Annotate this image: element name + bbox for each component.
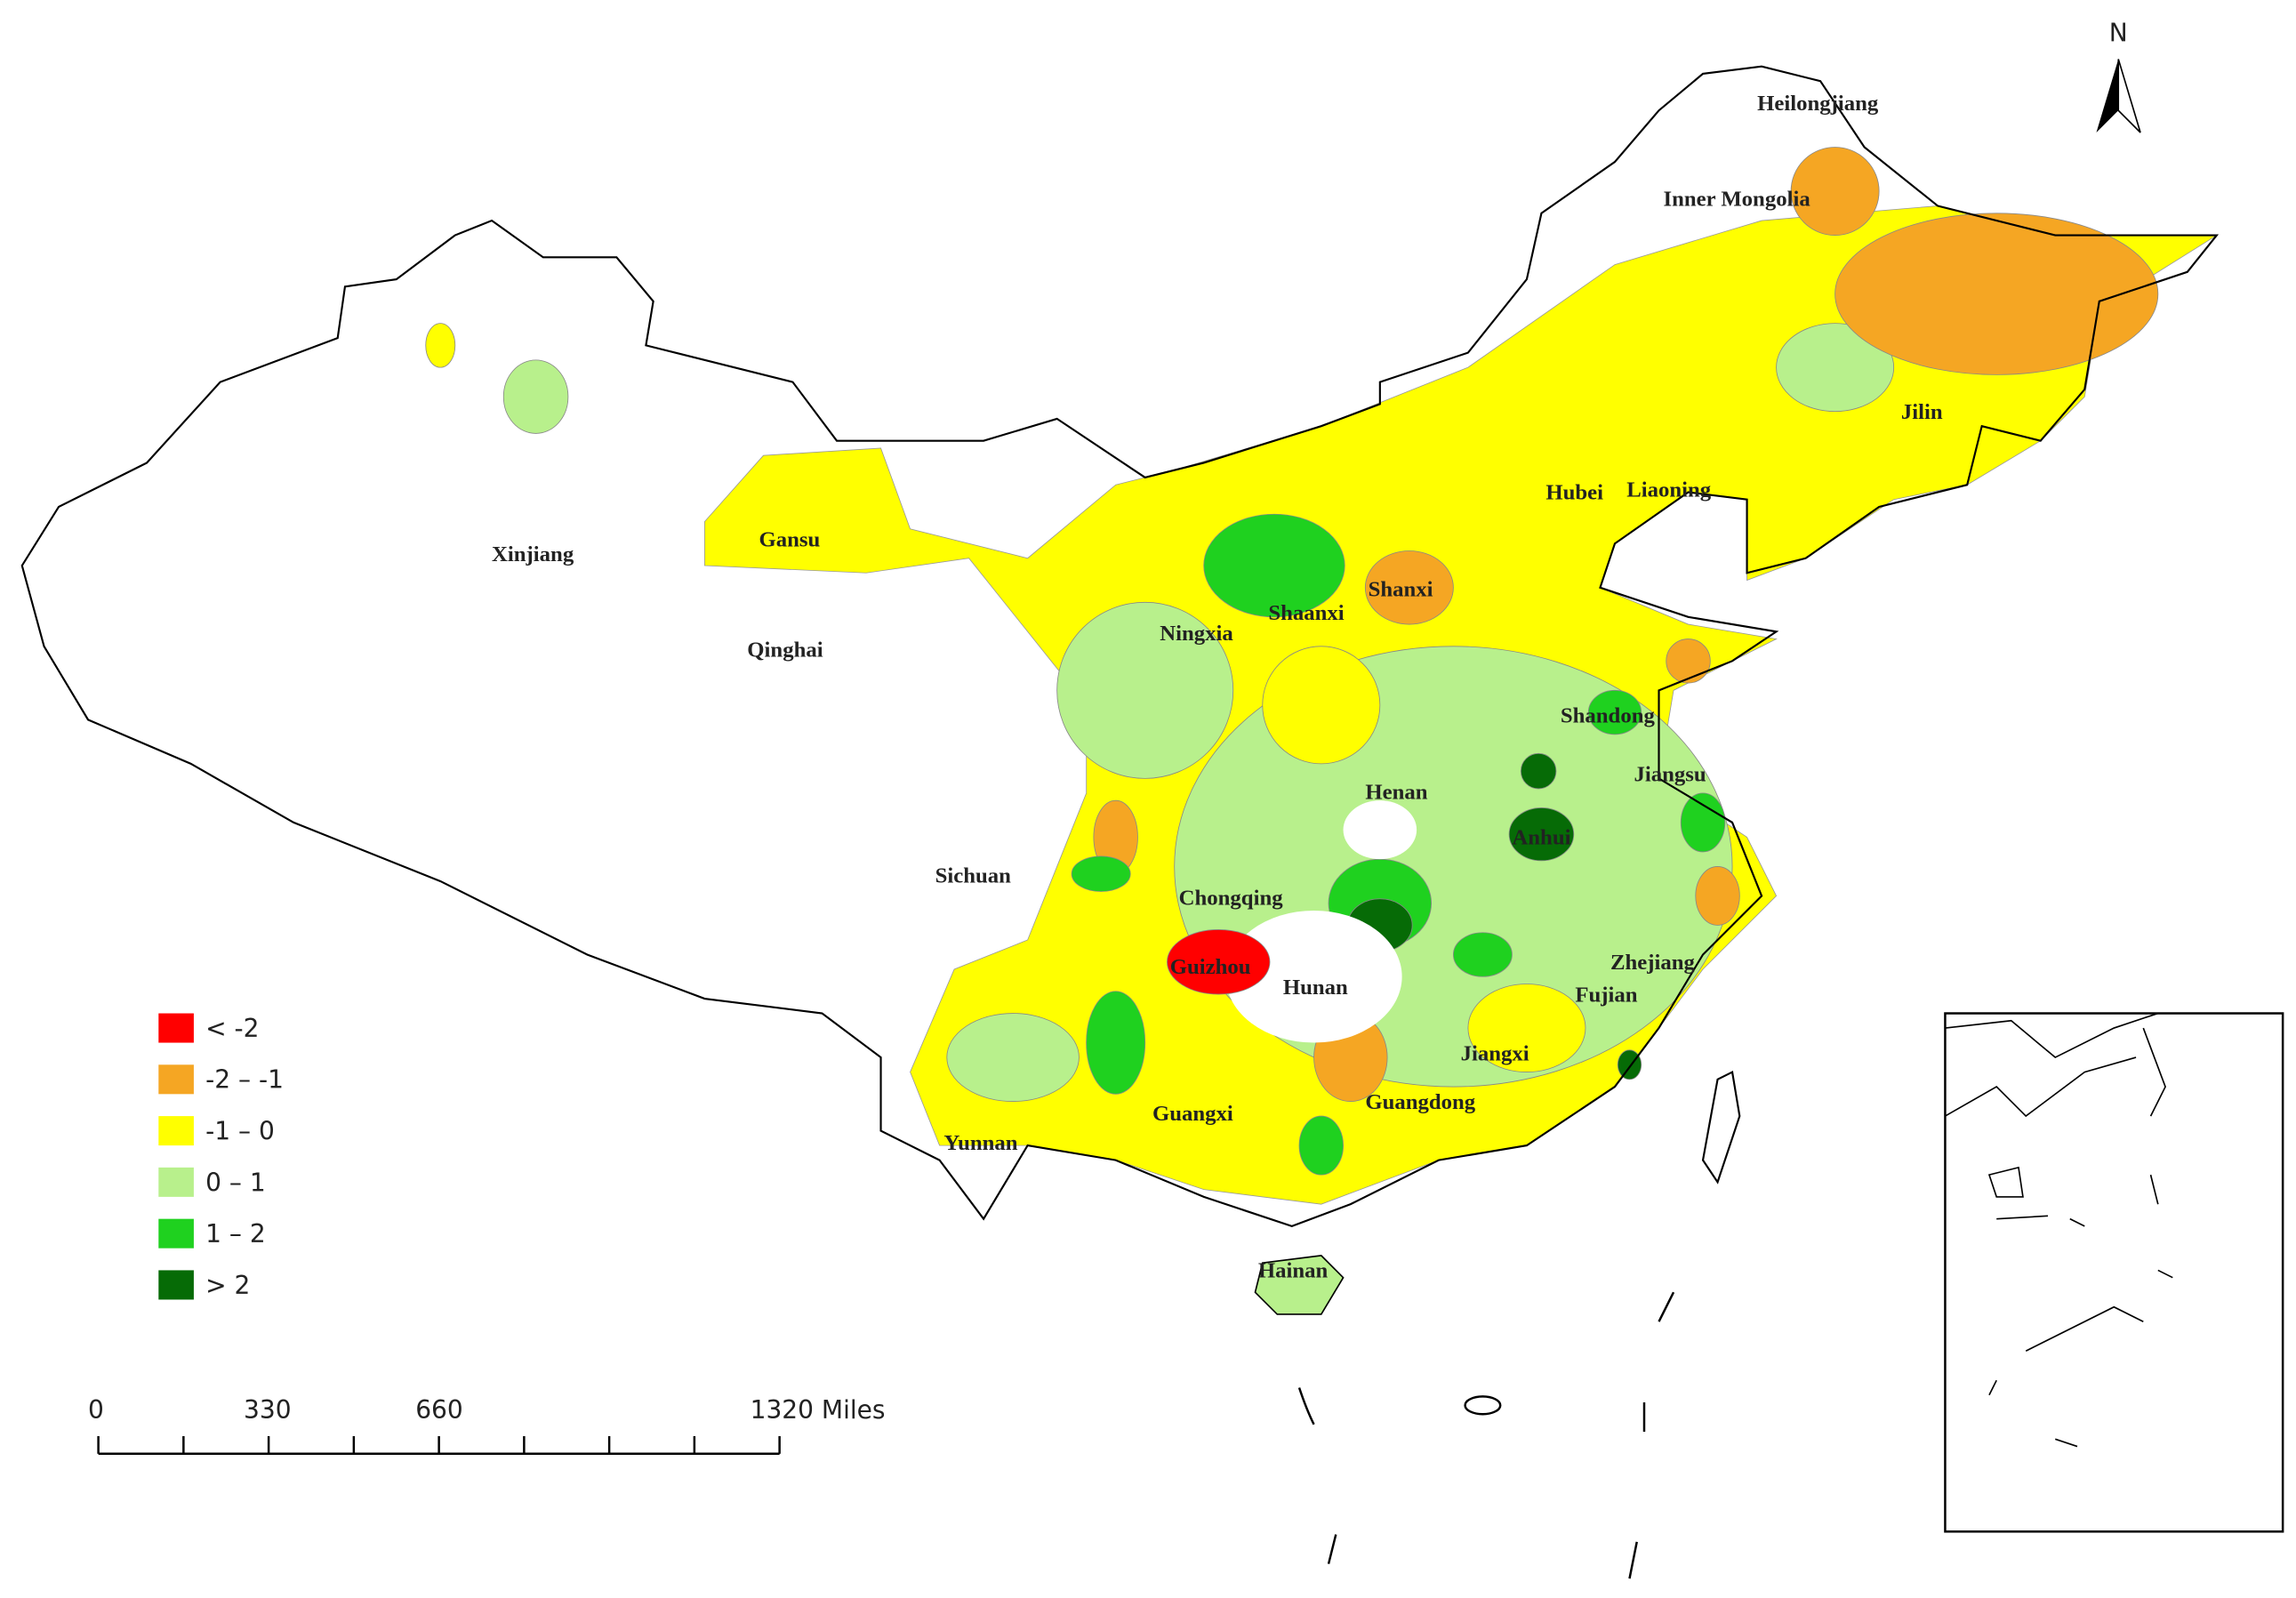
legend-label: 0 – 1	[205, 1168, 266, 1197]
area-fill	[1262, 646, 1381, 765]
province-label: Gansu	[759, 528, 821, 552]
area-fill	[1790, 147, 1880, 236]
province-labels: Heilongjiang Inner Mongolia Jilin Liaoning H…	[492, 92, 1943, 1282]
legend-label: -1 – 0	[205, 1117, 275, 1146]
north-label: N	[2109, 19, 2128, 48]
area-fill	[1071, 855, 1131, 892]
scale-label: 330	[244, 1395, 292, 1425]
province-label: Hainan	[1258, 1259, 1329, 1283]
legend-swatch	[158, 1064, 194, 1095]
legend-swatch	[158, 1013, 194, 1043]
province-label: Qinghai	[747, 638, 823, 662]
province-label: Zhejiang	[1610, 951, 1696, 975]
area-fill	[1203, 513, 1345, 618]
no-data	[1225, 910, 1402, 1043]
taiwan	[1701, 1070, 1741, 1184]
legend-label: 1 – 2	[205, 1219, 266, 1249]
province-label: Yunnan	[944, 1131, 1018, 1155]
area-fill	[1508, 807, 1575, 862]
legend: < -2 -2 – -1 -1 – 0 0 – 1 1 – 2 > 2	[158, 1013, 284, 1300]
area-fill	[1467, 984, 1586, 1072]
no-data	[1343, 800, 1417, 860]
legend-label: -2 – -1	[205, 1065, 284, 1095]
area-fill	[1364, 550, 1454, 625]
legend-label: < -2	[205, 1014, 259, 1043]
inset-map	[1944, 1012, 2284, 1533]
province-label: Guangdong	[1365, 1090, 1475, 1114]
province-label: Liaoning	[1626, 478, 1712, 502]
area-fill	[1298, 1115, 1344, 1176]
area-fill	[1776, 323, 1895, 413]
province-label: Xinjiang	[492, 542, 574, 566]
area-fill	[1587, 689, 1642, 735]
area-fill	[1617, 1049, 1642, 1080]
arrow-half	[2117, 59, 2141, 133]
province-label: Heilongjiang	[1757, 92, 1879, 116]
area-fill	[1695, 866, 1740, 926]
scale-label: 0	[88, 1395, 104, 1425]
province-label: Ningxia	[1160, 622, 1233, 646]
province-label: Shandong	[1561, 704, 1656, 728]
province-label: Anhui	[1512, 826, 1570, 850]
province-label: Guangxi	[1152, 1102, 1233, 1126]
area-fill	[1520, 752, 1557, 790]
island	[1464, 1395, 1502, 1416]
inset-frame	[1944, 1012, 2284, 1533]
area-fill	[946, 1013, 1080, 1102]
legend-label: > 2	[205, 1271, 250, 1300]
area-fill	[1680, 792, 1726, 853]
area-fill	[502, 359, 569, 434]
island	[1297, 1387, 1315, 1425]
scale-label: 660	[415, 1395, 463, 1425]
islands	[1297, 1291, 1675, 1579]
legend-swatch	[158, 1218, 194, 1249]
choropleth	[425, 147, 2219, 1205]
hainan	[1254, 1255, 1345, 1315]
scale-bar: 0 330 660 1320 Miles	[88, 1395, 886, 1456]
area-fill	[1834, 213, 2159, 375]
country-outline	[20, 65, 2220, 1228]
province-label: Shanxi	[1369, 578, 1433, 602]
province-label: Jiangxi	[1461, 1041, 1529, 1065]
province-label: Henan	[1365, 780, 1427, 804]
area-fill	[1452, 932, 1513, 977]
province-label: Hubei	[1545, 481, 1603, 505]
province-label: Sichuan	[935, 864, 1012, 888]
province-label: Chongqing	[1179, 886, 1284, 910]
legend-swatch	[158, 1270, 194, 1300]
province-label: Hunan	[1283, 976, 1348, 1000]
area-fill	[1666, 638, 1711, 684]
province-label: Fujian	[1575, 983, 1637, 1007]
province-label: Guizhou	[1170, 955, 1251, 979]
province-label: Jilin	[1901, 400, 1943, 424]
area-fill	[1086, 991, 1146, 1095]
scale-label: 1320 Miles	[751, 1395, 886, 1425]
inset-coast	[1945, 1012, 2173, 1448]
province-label: Jiangsu	[1634, 763, 1706, 787]
area-fill	[1167, 929, 1271, 995]
province-label: Inner Mongolia	[1663, 188, 1810, 212]
area-fill	[425, 323, 456, 368]
area-fill	[1056, 601, 1234, 779]
legend-swatch	[158, 1167, 194, 1197]
island	[1658, 1291, 1675, 1322]
province-label: Shaanxi	[1268, 601, 1344, 625]
island	[1628, 1541, 1638, 1579]
legend-swatch	[158, 1116, 194, 1146]
island	[1327, 1534, 1337, 1564]
